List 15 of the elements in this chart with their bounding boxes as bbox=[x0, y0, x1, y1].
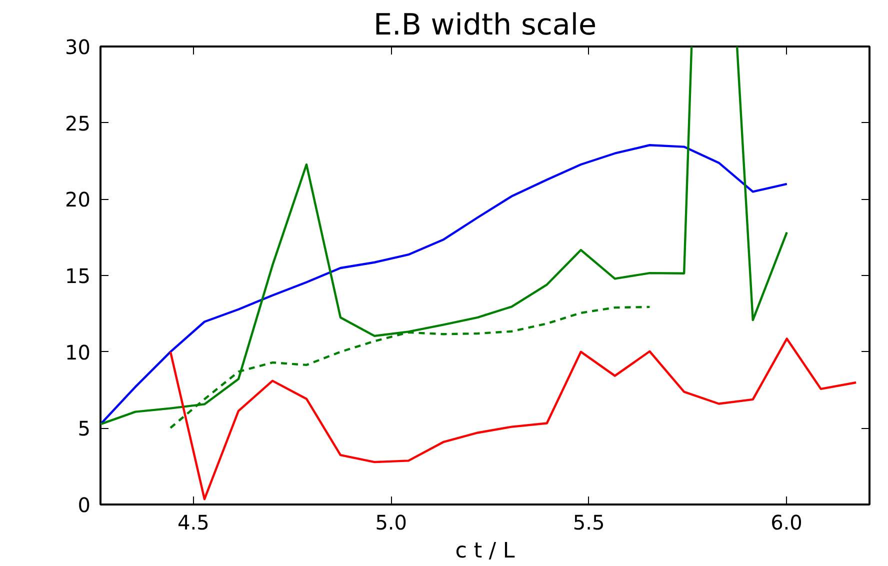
x-tick-label: 5.5 bbox=[572, 510, 605, 534]
y-tick-label: 5 bbox=[78, 416, 91, 441]
y-tick-label: 25 bbox=[65, 111, 91, 136]
line-series bbox=[100, 144, 788, 426]
y-tick-label: 0 bbox=[78, 493, 91, 517]
x-tick-label: 4.5 bbox=[178, 510, 210, 534]
chart-title: E.B width scale bbox=[373, 8, 597, 42]
line-series bbox=[169, 338, 858, 500]
x-tick-label: 6.0 bbox=[770, 510, 802, 534]
y-tick-label: 15 bbox=[65, 264, 91, 288]
y-tick-label: 20 bbox=[65, 188, 91, 212]
x-axis-title: c t / L bbox=[455, 538, 515, 564]
y-tick-label: 30 bbox=[65, 35, 91, 59]
y-tick-label: 10 bbox=[65, 340, 91, 364]
x-tick-label: 5.0 bbox=[375, 510, 408, 534]
